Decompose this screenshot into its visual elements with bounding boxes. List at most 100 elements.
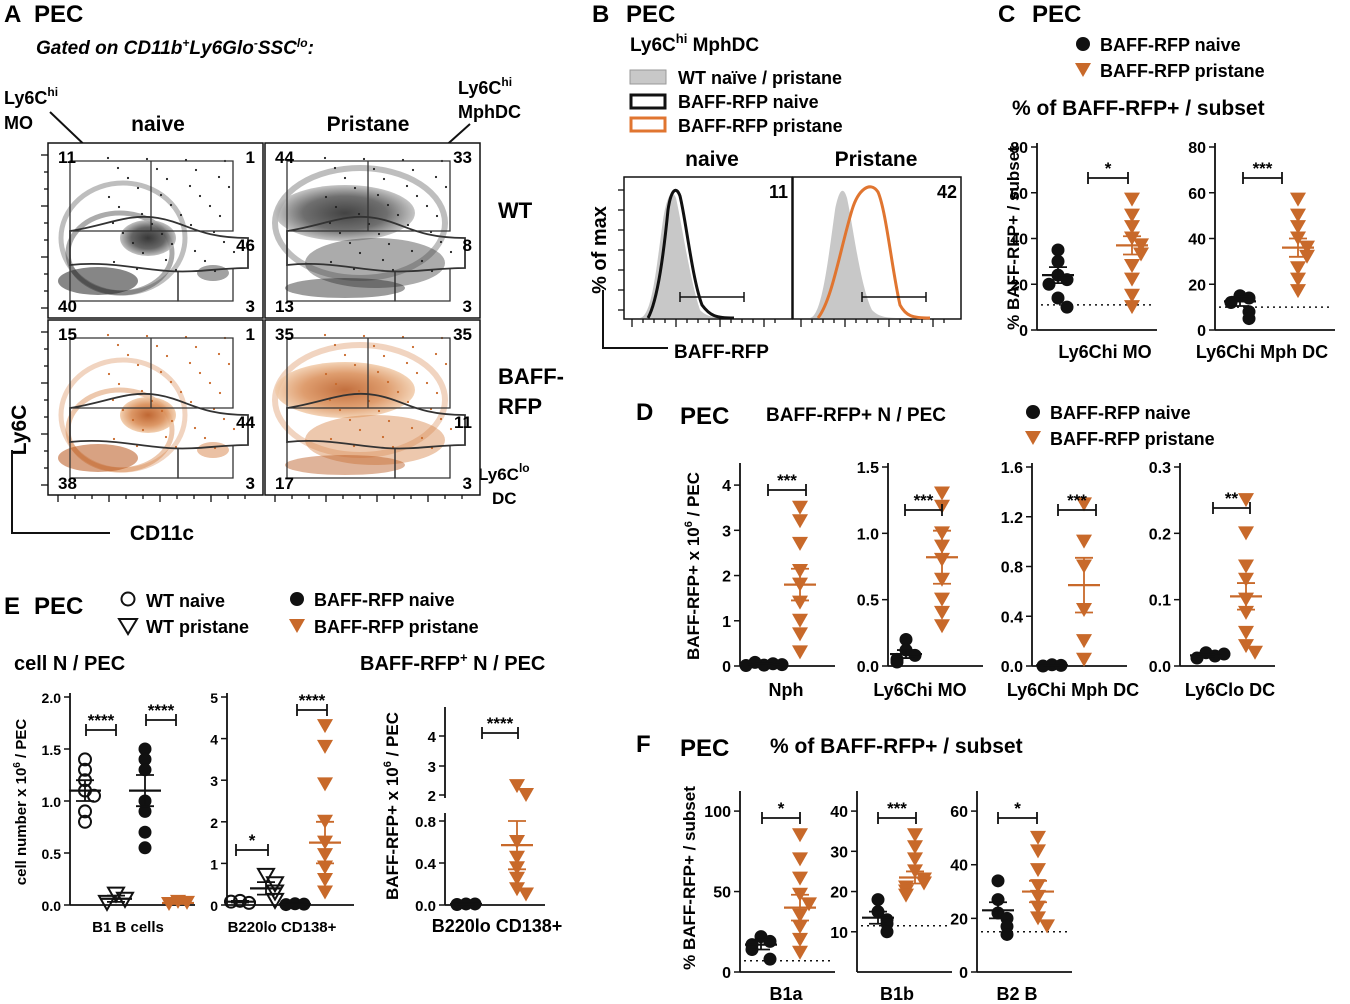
flow-event <box>111 398 115 402</box>
flow-event <box>218 214 222 218</box>
legend-swatch-baff-naive <box>629 93 667 110</box>
panel-c-letter: C <box>998 1 1015 28</box>
flow-event <box>381 435 385 439</box>
panel-c-ylabel: % BAFF-RFP+ / subset <box>1004 146 1023 330</box>
panel-f-plot-1-tick-label-2: 30 <box>830 844 848 861</box>
panel-d-plot-0-series-1-point-7 <box>792 627 808 642</box>
panel-d-plot-2-xlabel: Ly6Chi Mph DC <box>1007 680 1139 700</box>
panel-c-plot-1-series-0-point-1 <box>1242 291 1256 305</box>
flow-event <box>169 203 173 207</box>
panel-f-plot-1-series-1-point-0 <box>907 828 923 843</box>
legend-swatch-wt <box>629 69 667 85</box>
flow-event <box>106 333 110 337</box>
flow-contour-mid <box>305 238 445 288</box>
flow-event <box>396 390 400 394</box>
histogram-ticks <box>618 189 945 327</box>
flow-contour-low <box>58 444 138 472</box>
legend-e-wt-naive-marker <box>120 591 136 607</box>
flow-event <box>405 361 409 365</box>
panel-b-ylabel: % of max <box>589 206 611 294</box>
flow-pct-top-right: 33 <box>453 148 472 167</box>
flow-contour-core <box>120 220 176 256</box>
panel-c-plot-0-tick-label-1: 20 <box>1010 277 1028 294</box>
panel-d-plot-3-tick-label-3: 0.3 <box>1149 460 1171 477</box>
flow-contour-core <box>120 397 176 433</box>
flow-event <box>159 370 163 374</box>
panel-c-plot-1-series-1-point-2 <box>1290 220 1306 235</box>
flow-event <box>444 185 448 189</box>
flow-event <box>155 167 159 171</box>
panel-f-plot-0-xlabel: B1a <box>769 984 803 1004</box>
panel-f-plot-2-tick-label-1: 20 <box>950 911 968 928</box>
panel-b-axis-corner <box>602 290 668 349</box>
flow-event <box>405 184 409 188</box>
legend-label-baff-naive: BAFF-RFP naive <box>678 92 819 112</box>
annotation-mo: MO <box>4 113 33 133</box>
panel-d-plot-3-series-1-point-7 <box>1238 639 1254 654</box>
flow-gate-top <box>286 337 451 409</box>
legend-e-baff-pristane-marker <box>289 619 305 633</box>
flow-event <box>165 177 169 181</box>
legend-e-baff-naive-marker <box>290 592 304 606</box>
panel-d-plot-2-tick-label-1: 0.4 <box>1001 609 1023 626</box>
panel-e-plot-b1-sig-1-label: **** <box>148 701 175 720</box>
flow-event <box>208 204 212 208</box>
panel-c-plot-1-tick-label-2: 40 <box>1188 232 1206 249</box>
panel-d-plot-0-series-1-point-8 <box>792 645 808 660</box>
panel-c-plot-0-tick-label-4: 80 <box>1010 140 1028 157</box>
flow-event <box>396 213 400 217</box>
panel-f-plot-0-tick-label-0: 0 <box>722 965 731 982</box>
flow-event <box>116 343 120 347</box>
flow-event <box>381 258 385 262</box>
flow-event <box>165 354 169 358</box>
panel-e-plot-b220-tick-label-2: 2 <box>210 815 218 831</box>
panel-f-plot-0-series-1-point-4 <box>801 897 817 912</box>
flow-event <box>160 409 164 413</box>
flow-event <box>323 333 327 337</box>
panel-d-plot-0-tick-label-3: 3 <box>722 523 731 540</box>
panel-e-plot-baff-tick-high-label-0: 2 <box>428 788 436 805</box>
panel-e-plot-b220-series-3-point-2 <box>317 777 333 792</box>
panel-d-plot-0-series-1-point-2 <box>792 536 808 551</box>
panel-f-plot-0-series-1-point-7 <box>792 932 808 947</box>
flow-pct-middle: 46 <box>236 236 255 255</box>
flow-contour-mid <box>65 210 175 296</box>
panel-f: F PEC % of BAFF-RFP+ / subset % BAFF-RFP… <box>636 731 1072 1004</box>
panel-f-plot-1-series-1-point-2 <box>907 852 923 867</box>
flow-event <box>194 168 198 172</box>
panel-d-plot-1-xlabel: Ly6Chi MO <box>873 680 966 700</box>
flow-event <box>107 195 111 199</box>
legend-e-baff-pristane: BAFF-RFP pristane <box>314 617 479 637</box>
flow-event <box>449 250 453 254</box>
panel-e-plot-b1-series-2-point-2 <box>138 763 152 777</box>
panel-e-letter: E <box>4 593 20 620</box>
flow-event <box>131 418 135 422</box>
panel-c-plot-0-sig-0-label: * <box>1105 159 1112 178</box>
panel-b-col-pristane: Pristane <box>835 148 918 171</box>
flow-event <box>420 436 424 440</box>
flow-gate-middle <box>69 215 249 273</box>
panel-d-plot-3-xlabel: Ly6Clo DC <box>1185 680 1275 700</box>
panel-d-plot-3-series-1-point-3 <box>1238 572 1254 587</box>
axis-corner-lines <box>11 450 110 534</box>
flow-event <box>179 213 183 217</box>
flow-event <box>338 408 342 412</box>
histogram-baff-pristane <box>816 185 931 320</box>
panel-c-plot-1: 0 20 40 60 80 *** Ly6Chi Mph DC <box>1188 140 1335 362</box>
flow-event <box>415 194 419 198</box>
panel-e-plot-b1-series-0-point-1 <box>78 762 92 777</box>
panel-e-plot-b220-series-3-point-1 <box>317 739 333 754</box>
panel-e-plot-baff-pristane-point-5 <box>509 871 525 886</box>
panel-e-ylabel-right: BAFF-RFP+ x 106 / PEC <box>382 712 402 900</box>
panel-e-plot-b1: 0.0 0.5 1.0 1.5 2.0 **** **** B1 B cells <box>42 690 195 936</box>
panel-f-pec: PEC <box>680 735 729 762</box>
flow-event <box>338 231 342 235</box>
panel-f-plot-2: 0 20 40 60 * B2 B <box>950 791 1072 1004</box>
panel-d-plot-2-sig-0-label: *** <box>1067 491 1087 510</box>
panel-e-plot-b1-series-0-point-5 <box>78 804 92 819</box>
flow-event <box>358 251 362 255</box>
panel-d-plot-1-series-0-point-0 <box>899 632 913 646</box>
panel-e-plot-baff-tick-low-label-2: 0.8 <box>415 814 436 831</box>
flow-contour-low <box>285 455 405 475</box>
